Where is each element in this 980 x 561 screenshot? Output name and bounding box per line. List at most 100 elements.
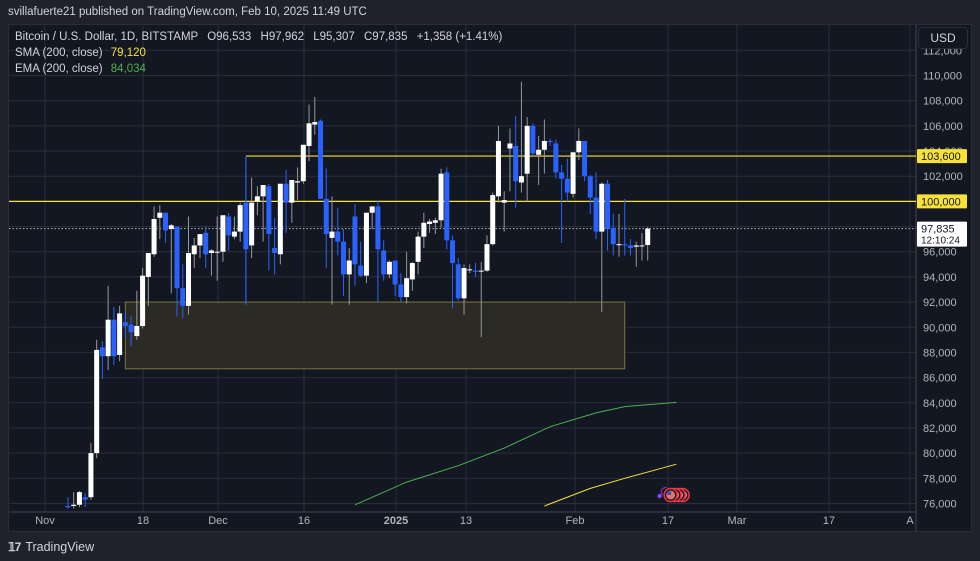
price-level-badge[interactable] xyxy=(917,149,967,164)
candle-body[interactable] xyxy=(272,247,278,253)
price-level-badge[interactable] xyxy=(917,194,967,209)
candle-body[interactable] xyxy=(266,186,272,235)
candle-body[interactable] xyxy=(363,212,369,276)
candle-body[interactable] xyxy=(157,212,163,218)
candle-body[interactable] xyxy=(203,232,209,255)
event-star-icon[interactable] xyxy=(657,493,662,499)
candle-body[interactable] xyxy=(128,324,134,333)
candle-body[interactable] xyxy=(495,140,501,197)
candle-body[interactable] xyxy=(541,140,547,150)
candle-body[interactable] xyxy=(616,244,622,246)
candle-body[interactable] xyxy=(421,222,427,237)
candle-body[interactable] xyxy=(639,245,645,247)
candle-body[interactable] xyxy=(99,347,105,357)
candle-body[interactable] xyxy=(65,506,71,508)
candle-body[interactable] xyxy=(289,179,295,203)
candle-body[interactable] xyxy=(277,183,283,255)
last-price-badge[interactable] xyxy=(917,221,967,247)
candle-body[interactable] xyxy=(76,492,82,505)
candle-body[interactable] xyxy=(134,326,140,337)
candle-body[interactable] xyxy=(605,183,611,230)
candle-body[interactable] xyxy=(582,140,588,177)
candle-body[interactable] xyxy=(243,202,249,250)
candle-body[interactable] xyxy=(231,231,237,237)
candle-body[interactable] xyxy=(547,140,553,143)
candle-body[interactable] xyxy=(473,270,478,272)
currency-button[interactable]: USD xyxy=(918,27,968,49)
candle-body[interactable] xyxy=(168,225,174,230)
candle-body[interactable] xyxy=(318,120,324,199)
candle-body[interactable] xyxy=(467,269,473,271)
candle-body[interactable] xyxy=(82,497,88,500)
candle-body[interactable] xyxy=(186,252,191,306)
candle-body[interactable] xyxy=(587,176,593,198)
candle-body[interactable] xyxy=(484,244,490,271)
candle-body[interactable] xyxy=(180,288,186,306)
candle-body[interactable] xyxy=(553,143,559,173)
candle-body[interactable] xyxy=(513,145,519,182)
candle-body[interactable] xyxy=(404,278,410,298)
candle-body[interactable] xyxy=(88,453,94,498)
candle-body[interactable] xyxy=(295,181,301,183)
candle-body[interactable] xyxy=(226,216,232,236)
candle-body[interactable] xyxy=(530,125,536,154)
candle-body[interactable] xyxy=(392,260,398,285)
candle-body[interactable] xyxy=(312,122,318,125)
candle-body[interactable] xyxy=(283,183,289,203)
candle-body[interactable] xyxy=(409,263,415,280)
demand-zone-rectangle[interactable] xyxy=(124,301,626,370)
candle-body[interactable] xyxy=(163,212,169,231)
candle-body[interactable] xyxy=(358,265,364,276)
candle-body[interactable] xyxy=(478,270,484,272)
candle-body[interactable] xyxy=(329,231,335,238)
candle-body[interactable] xyxy=(117,313,123,355)
candle-body[interactable] xyxy=(323,198,329,235)
candle-body[interactable] xyxy=(570,152,576,194)
candle-body[interactable] xyxy=(140,275,146,327)
candle-body[interactable] xyxy=(249,202,255,246)
candle-body[interactable] xyxy=(214,251,220,253)
candle-body[interactable] xyxy=(346,260,352,275)
candle-body[interactable] xyxy=(105,319,111,357)
candle-body[interactable] xyxy=(444,172,450,241)
tradingview-logo[interactable]: 𝟙7 TradingView xyxy=(8,540,94,554)
candle-body[interactable] xyxy=(237,205,243,232)
candle-body[interactable] xyxy=(300,144,306,182)
symbol-title[interactable]: Bitcoin / U.S. Dollar, 1D, BITSTAMP xyxy=(15,31,198,43)
chart-frame[interactable] xyxy=(8,24,972,532)
candle-body[interactable] xyxy=(415,236,421,262)
candle-body[interactable] xyxy=(174,226,180,289)
candle-body[interactable] xyxy=(208,250,214,253)
candle-body[interactable] xyxy=(501,200,507,203)
candle-body[interactable] xyxy=(122,322,128,327)
candle-body[interactable] xyxy=(645,228,651,246)
sma-200-line[interactable] xyxy=(544,463,677,507)
candle-body[interactable] xyxy=(438,173,444,221)
candle-body[interactable] xyxy=(335,231,341,242)
candle-body[interactable] xyxy=(398,284,404,298)
candle-body[interactable] xyxy=(633,245,639,247)
candle-body[interactable] xyxy=(145,252,151,277)
candle-body[interactable] xyxy=(507,143,513,149)
candle-body[interactable] xyxy=(191,245,197,255)
candle-body[interactable] xyxy=(94,349,100,454)
candle-body[interactable] xyxy=(576,140,582,153)
candle-body[interactable] xyxy=(369,206,375,213)
candle-body[interactable] xyxy=(340,241,346,275)
candle-body[interactable] xyxy=(599,183,605,232)
candle-body[interactable] xyxy=(375,206,381,250)
candle-body[interactable] xyxy=(260,185,266,197)
candle-body[interactable] xyxy=(564,178,570,193)
candle-body[interactable] xyxy=(254,196,260,202)
candle-body[interactable] xyxy=(622,244,628,246)
candle-body[interactable] xyxy=(427,221,433,225)
candle-body[interactable] xyxy=(490,195,496,245)
sma-legend-row[interactable]: SMA (200, close) 79,120 xyxy=(15,45,502,61)
candle-body[interactable] xyxy=(455,264,461,299)
candle-body[interactable] xyxy=(559,172,565,179)
candle-body[interactable] xyxy=(197,234,203,246)
ema-legend-row[interactable]: EMA (200, close) 84,034 xyxy=(15,61,502,77)
candle-body[interactable] xyxy=(111,319,117,357)
candle-body[interactable] xyxy=(306,123,312,146)
